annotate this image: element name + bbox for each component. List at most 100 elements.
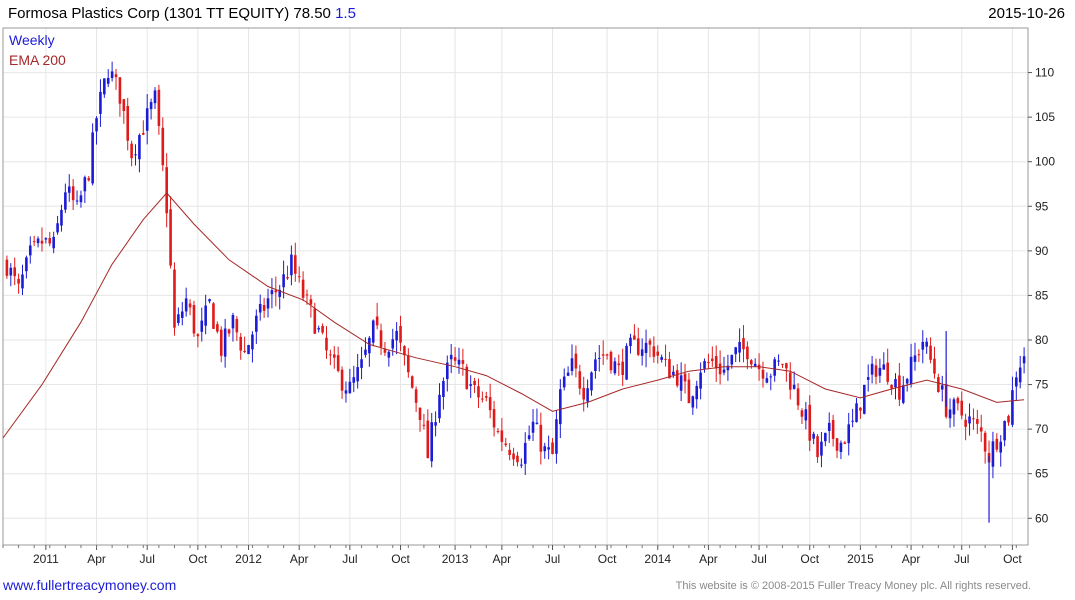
candle-body — [816, 436, 819, 458]
candle-body — [488, 397, 492, 411]
candle-body — [878, 367, 882, 376]
candle-body — [730, 354, 734, 365]
candle-body — [286, 277, 289, 279]
site-url-link[interactable]: www.fullertreacymoney.com — [3, 577, 177, 593]
candle-body — [383, 348, 387, 353]
candle-body — [609, 351, 613, 371]
candle-body — [792, 384, 796, 389]
candle-body — [773, 359, 776, 376]
candle-body — [909, 356, 913, 385]
candle-body — [473, 380, 476, 385]
candle-body — [17, 278, 20, 284]
candle-body — [103, 78, 106, 95]
x-axis: 2011 Apr Jul Oct 2012 Apr Jul Oct 2013 Apr Jul Oct 2… — [2, 545, 1022, 566]
candle-body — [531, 421, 535, 433]
candle-body — [106, 77, 110, 84]
candle-body — [340, 369, 344, 391]
x-tick-label: Oct — [1003, 552, 1022, 566]
candle-body — [566, 372, 570, 376]
candle-body — [395, 330, 398, 341]
price-change: 1.5 — [335, 5, 356, 22]
candle-body — [75, 200, 79, 202]
candle-body — [13, 267, 16, 277]
x-tick-label: Oct — [391, 552, 410, 566]
candle-body — [294, 255, 297, 274]
candle-body — [44, 238, 48, 240]
candle-body — [173, 269, 176, 328]
candle-body — [356, 367, 359, 382]
candle-body — [734, 347, 737, 355]
legend-weekly: Weekly — [9, 32, 55, 48]
y-tick-label: 75 — [1035, 378, 1049, 392]
candle-body — [882, 364, 886, 370]
candle-body — [274, 290, 278, 293]
candle-body — [60, 209, 63, 226]
candle-body — [983, 432, 987, 452]
candle-body — [586, 388, 589, 402]
candle-body — [301, 279, 305, 298]
candle-body — [243, 350, 246, 353]
candle-body — [827, 422, 831, 432]
candle-body — [56, 223, 59, 233]
candle-body — [991, 441, 995, 467]
candle-body — [5, 259, 9, 276]
candle-body — [204, 305, 207, 326]
candle-body — [332, 354, 336, 358]
candle-body — [625, 345, 628, 380]
x-tick-label: Jul — [342, 552, 357, 566]
candle-body — [621, 361, 624, 376]
x-tick-label: Jul — [140, 552, 155, 566]
x-tick-label: Apr — [290, 552, 309, 566]
candle-body — [995, 438, 999, 450]
candle-body — [956, 398, 960, 404]
candle-body — [403, 346, 406, 356]
candle-body — [870, 363, 874, 375]
candle-body — [512, 453, 515, 460]
candle-body — [266, 298, 270, 309]
candle-body — [968, 416, 971, 424]
candle-body — [753, 363, 757, 367]
candle-body — [1007, 416, 1010, 423]
candle-body — [535, 422, 539, 425]
chart-date: 2015-10-26 — [988, 5, 1065, 22]
candle-body — [290, 254, 293, 276]
candle-body — [258, 304, 262, 313]
candle-body — [282, 274, 285, 288]
candle-body — [79, 195, 83, 203]
x-tick-label: 2013 — [442, 552, 469, 566]
candle-body — [1003, 420, 1006, 441]
candle-body — [913, 355, 917, 362]
candle-body — [898, 375, 901, 400]
candle-body — [64, 192, 67, 210]
x-tick-label: 2011 — [33, 552, 59, 566]
candle-body — [235, 319, 239, 333]
candle-body — [582, 387, 586, 400]
x-tick-label: Apr — [699, 552, 718, 566]
candle-body — [683, 373, 687, 382]
y-axis: 60 65 70 75 80 85 90 95 100 105 110 — [1028, 66, 1055, 525]
candle-body — [422, 424, 426, 426]
x-tick-label: Jul — [954, 552, 969, 566]
candle-body — [714, 356, 718, 369]
x-tick-label: 2012 — [235, 552, 262, 566]
candle-body — [368, 337, 371, 354]
candle-body — [262, 305, 266, 311]
candle-body — [219, 329, 223, 356]
candle-body — [177, 314, 180, 323]
candle-body — [749, 360, 753, 365]
candle-body — [165, 167, 168, 214]
candle-body — [527, 435, 531, 440]
candle-body — [32, 241, 36, 243]
candle-body — [933, 358, 936, 374]
candle-body — [126, 105, 130, 141]
candle-body — [788, 372, 792, 390]
candle-body — [83, 177, 87, 192]
candle-body — [1022, 356, 1026, 364]
candle-body — [461, 360, 465, 364]
candle-body — [430, 422, 434, 462]
candle-body — [699, 372, 702, 389]
candle-body — [738, 341, 741, 353]
candle-body — [336, 355, 340, 371]
candle-body — [227, 329, 231, 334]
candle-body — [399, 325, 402, 343]
